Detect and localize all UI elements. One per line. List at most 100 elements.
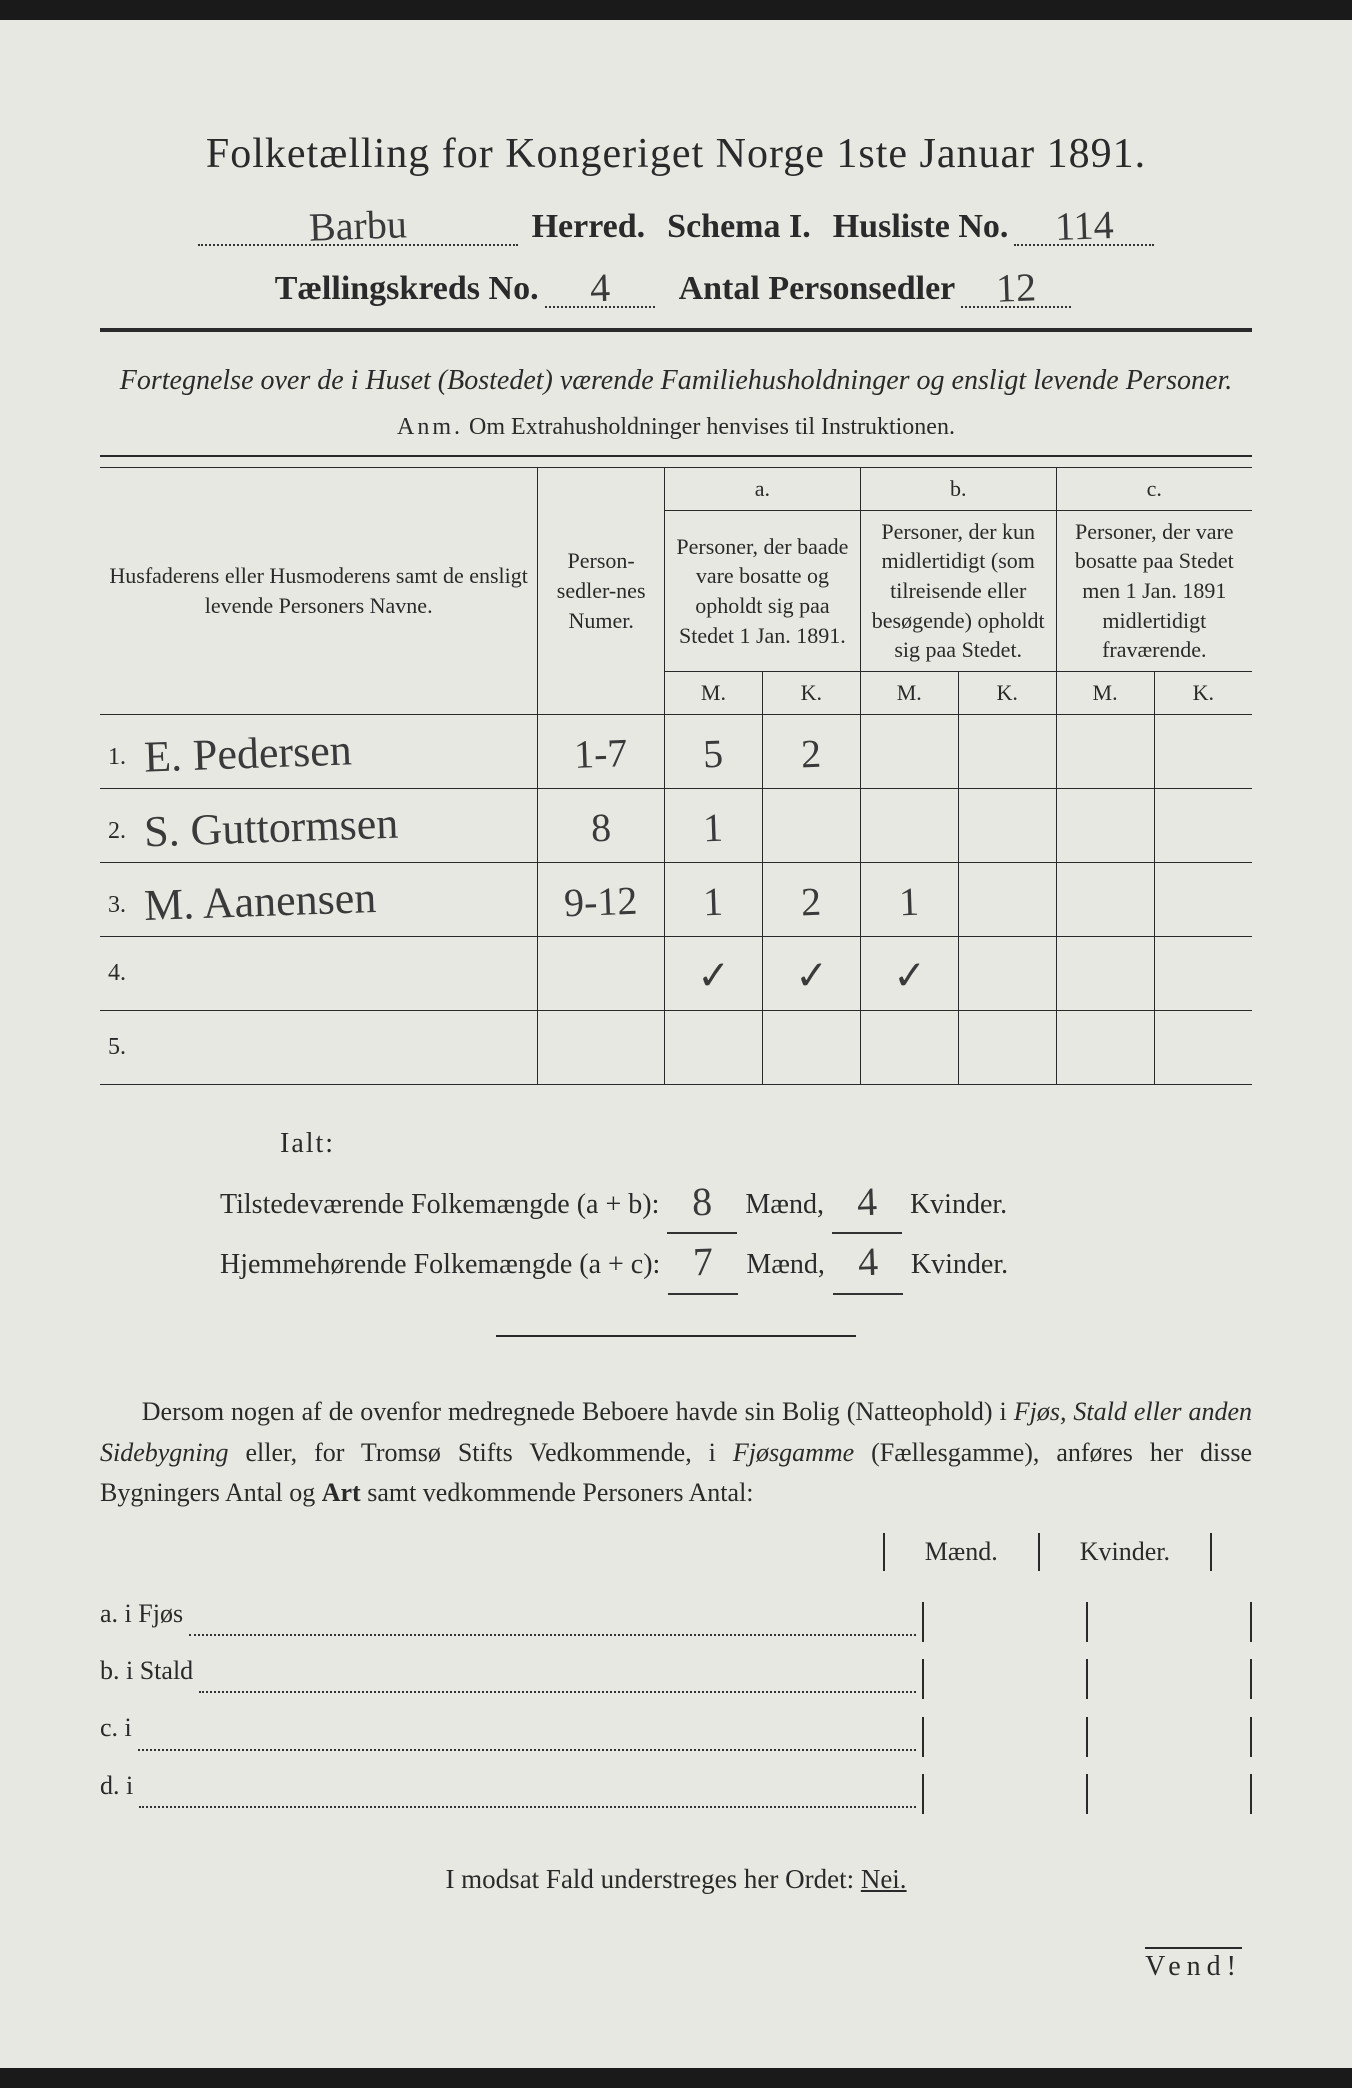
subtitle: Fortegnelse over de i Huset (Bostedet) v…: [100, 360, 1252, 402]
dots: [138, 1749, 916, 1751]
cell-c-m: [1056, 788, 1154, 862]
modsat-nei: Nei.: [861, 1864, 907, 1894]
rule-3: [496, 1335, 856, 1337]
dots: [199, 1691, 916, 1693]
dots: [189, 1634, 916, 1636]
tot-kvinder-2: Kvinder.: [911, 1236, 1008, 1295]
cell-a-m: 1: [665, 862, 763, 936]
cell-b-k: [958, 788, 1056, 862]
tot-maend-1: Mænd,: [745, 1176, 824, 1235]
cell-a-m: ✓: [665, 936, 763, 1010]
antal-field: 12: [961, 268, 1071, 308]
totals-line-2: Hjemmehørende Folkemængde (a + c): 7 Mæn…: [220, 1234, 1252, 1295]
cell-c-k: [1154, 714, 1252, 788]
list-c: c. i: [100, 1699, 132, 1756]
th-a-letter: a.: [665, 468, 861, 511]
tot-maend-2: Mænd,: [746, 1236, 825, 1295]
dots: [139, 1806, 916, 1808]
th-c: Personer, der vare bosatte paa Stedet me…: [1056, 510, 1252, 671]
cell-b-k: [958, 862, 1056, 936]
cell-b-k: [958, 1010, 1056, 1084]
modsat-lead: I modsat Fald understreges her Ordet:: [445, 1864, 854, 1894]
herred-label: Herred.: [532, 208, 646, 246]
row-number: 1.: [108, 744, 126, 770]
vend-label: Vend!: [1145, 1947, 1242, 1983]
page-title: Folketælling for Kongeriget Norge 1ste J…: [100, 130, 1252, 178]
cell-num: 9-12: [538, 862, 665, 936]
tot1-m-field: 8: [667, 1174, 737, 1235]
tot-kvinder-1: Kvinder.: [910, 1176, 1007, 1235]
cell-num: [538, 1010, 665, 1084]
tot2-m-field: 7: [668, 1234, 738, 1295]
anm-lead: Anm.: [397, 414, 463, 440]
table-row: 3.M. Aanensen9-12121: [100, 862, 1252, 936]
header-line-3: Tællingskreds No. 4 Antal Personsedler 1…: [100, 268, 1252, 308]
list-row-b: b. i Stald: [100, 1642, 1252, 1699]
cell-b-m: [860, 714, 958, 788]
tot2-k-field: 4: [833, 1234, 903, 1295]
table-row: 1. E. Pedersen 1-752: [100, 714, 1252, 788]
cell-c-k: [1154, 936, 1252, 1010]
th-c-k: K.: [1154, 672, 1252, 715]
tot1-k: 4: [856, 1185, 877, 1218]
kreds-label: Tællingskreds No.: [275, 270, 539, 308]
cell-b-m: ✓: [860, 936, 958, 1010]
th-name-text: Husfaderens eller Husmoderens samt de en…: [109, 563, 528, 618]
row-number: 5.: [108, 1034, 126, 1060]
tot1-k-field: 4: [832, 1174, 902, 1235]
cell-c-m: [1056, 1010, 1154, 1084]
kreds-value: 4: [589, 272, 610, 305]
table-row: 2.S. Guttormsen81: [100, 788, 1252, 862]
person-name: S. Guttormsen: [143, 805, 398, 849]
schema-label: Schema I.: [667, 208, 811, 246]
tot2-k: 4: [857, 1246, 878, 1279]
cell-name: 4.: [100, 936, 538, 1010]
husliste-value: 114: [1055, 209, 1115, 243]
main-table: Husfaderens eller Husmoderens samt de en…: [100, 467, 1252, 1085]
th-c-letter: c.: [1056, 468, 1252, 511]
cell-a-k: 2: [762, 714, 860, 788]
cell-a-k: ✓: [762, 936, 860, 1010]
cell-a-k: [762, 788, 860, 862]
rule-1: [100, 328, 1252, 332]
anm-text: Om Extrahusholdninger henvises til Instr…: [469, 414, 955, 440]
tail-b: [922, 1659, 1252, 1699]
cell-name: 1. E. Pedersen: [100, 714, 538, 788]
cell-a-k: [762, 1010, 860, 1084]
cell-c-m: [1056, 936, 1154, 1010]
list-row-d: d. i: [100, 1757, 1252, 1814]
person-name: E. Pedersen: [143, 732, 352, 774]
cell-c-k: [1154, 862, 1252, 936]
tot2-label: Hjemmehørende Folkemængde (a + c):: [220, 1236, 660, 1295]
tail-c: [922, 1717, 1252, 1757]
cell-a-k: 2: [762, 862, 860, 936]
census-form-page: Folketælling for Kongeriget Norge 1ste J…: [0, 20, 1352, 2068]
list-a: a. i Fjøs: [100, 1585, 183, 1642]
cell-a-m: 5: [665, 714, 763, 788]
row-number: 2.: [108, 818, 126, 844]
cell-num: 1-7: [538, 714, 665, 788]
herred-value: Barbu: [308, 208, 407, 243]
cell-b-m: 1: [860, 862, 958, 936]
kreds-field: 4: [545, 268, 655, 308]
tot1-label: Tilstedeværende Folkemængde (a + b):: [220, 1176, 659, 1235]
antal-label: Antal Personsedler: [679, 270, 956, 308]
list-d: d. i: [100, 1757, 133, 1814]
cell-name: 5.: [100, 1010, 538, 1084]
modsat-line: I modsat Fald understreges her Ordet: Ne…: [100, 1864, 1252, 1895]
table-row: 4.✓✓✓: [100, 936, 1252, 1010]
th-c-m: M.: [1056, 672, 1154, 715]
th-a-k: K.: [762, 672, 860, 715]
th-b-m: M.: [860, 672, 958, 715]
totals-line-1: Tilstedeværende Folkemængde (a + b): 8 M…: [220, 1174, 1252, 1235]
th-name: Husfaderens eller Husmoderens samt de en…: [100, 468, 538, 715]
row-number: 4.: [108, 960, 126, 986]
list-row-a: a. i Fjøs: [100, 1585, 1252, 1642]
th-num: Person-sedler-nes Numer.: [538, 468, 665, 715]
cell-b-m: [860, 1010, 958, 1084]
th-b: Personer, der kun midlertidigt (som tilr…: [860, 510, 1056, 671]
cell-c-m: [1056, 714, 1154, 788]
th-a: Personer, der baade vare bosatte og opho…: [665, 510, 861, 671]
list-b: b. i Stald: [100, 1642, 193, 1699]
mk-m: Mænd.: [883, 1533, 1040, 1571]
